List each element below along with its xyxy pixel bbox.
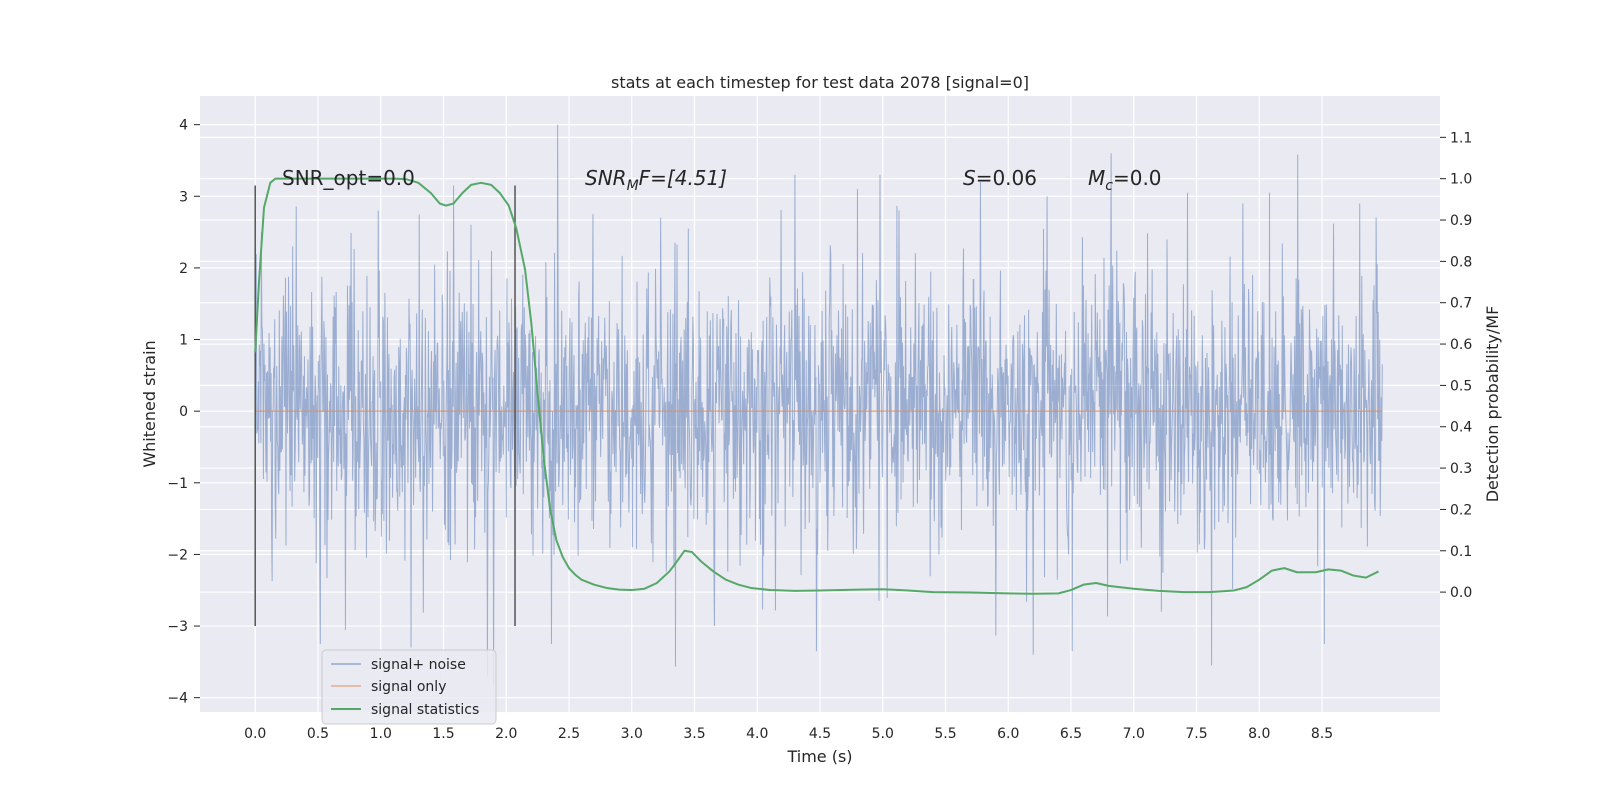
x-tick-label: 5.5 [934, 726, 956, 742]
x-tick-label: 7.0 [1123, 726, 1145, 742]
y2-tick-label: 0.0 [1450, 585, 1472, 601]
y-tick-label: 2 [179, 261, 188, 277]
legend-label-signal-only: signal only [371, 679, 446, 695]
y2-tick-label: 0.7 [1450, 296, 1472, 312]
x-axis-label: Time (s) [786, 747, 852, 766]
y-tick-label: 3 [179, 189, 188, 205]
x-tick-label: 5.0 [872, 726, 894, 742]
y2-tick-label: 1.0 [1450, 172, 1472, 188]
x-tick-label: 6.5 [1060, 726, 1082, 742]
y-tick-label: 1 [179, 333, 188, 349]
legend-frame [321, 649, 497, 725]
y2-tick-label: 0.3 [1450, 461, 1472, 477]
mc-value: =0.0 [1113, 166, 1162, 190]
x-tick-label: 2.0 [495, 726, 517, 742]
y-tick-label: −1 [167, 476, 188, 492]
x-tick-label: 8.0 [1248, 726, 1270, 742]
y2-tick-label: 0.4 [1450, 420, 1472, 436]
x-tick-label: 4.0 [746, 726, 768, 742]
snr-mf-prefix: SNR [585, 166, 627, 190]
snr-mf-subscript: M [627, 178, 639, 194]
x-tick-label: 3.0 [621, 726, 643, 742]
mc-subscript: c [1105, 178, 1113, 194]
vertical-markers [254, 185, 516, 627]
legend-label-noise: signal+ noise [371, 657, 466, 673]
x-axis-ticks: 0.0 0.5 1.0 1.5 2.0 2.5 3.0 3.5 4.0 4.5 5.0 5.5 6.0 6… [244, 726, 1333, 742]
x-tick-label: 6.0 [997, 726, 1019, 742]
statistics-line [254, 177, 1379, 595]
snr-mf-suffix: F=[4.51] [639, 166, 727, 190]
y-tick-label: −3 [167, 619, 188, 635]
annotation-snr-mf: SNRMF=[4.51] [585, 166, 727, 194]
y2-tick-label: 0.9 [1450, 213, 1472, 229]
y-tick-label: 4 [179, 118, 188, 134]
annotation-s: S=0.06 [963, 166, 1037, 190]
y2-tick-label: 0.1 [1450, 544, 1472, 560]
x-tick-label: 7.5 [1185, 726, 1207, 742]
mc-label: M [1088, 166, 1105, 190]
y2-axis-ticks: 0.0 0.1 0.2 0.3 0.4 0.5 0.6 0.7 0.8 0.9 1.0 1.1 [1440, 130, 1472, 601]
x-tick-label: 0.0 [244, 726, 266, 742]
x-tick-label: 1.5 [432, 726, 454, 742]
y2-axis-label: Detection probability/MF [1483, 306, 1502, 503]
annotation-snr-opt: SNR_opt=0.0 [282, 166, 415, 190]
y-tick-label: −2 [167, 547, 188, 563]
s-label: S [963, 166, 976, 190]
annotation-mc: Mc=0.0 [1088, 166, 1162, 194]
statistics-series [254, 177, 1379, 595]
y2-tick-label: 0.8 [1450, 254, 1472, 270]
y-tick-label: 0 [179, 404, 188, 420]
y2-tick-label: 0.6 [1450, 337, 1472, 353]
y2-tick-label: 0.5 [1450, 378, 1472, 394]
y2-tick-label: 1.1 [1450, 130, 1472, 146]
y-axis-ticks: −4 −3 −2 −1 0 1 2 3 4 [167, 118, 200, 707]
x-tick-label: 8.5 [1311, 726, 1333, 742]
noise-line [254, 124, 1383, 687]
y2-tick-label: 0.2 [1450, 502, 1472, 518]
legend: signal+ noise signal only signal statist… [321, 649, 497, 725]
y-axis-label: Whitened strain [140, 340, 159, 467]
x-tick-label: 3.5 [683, 726, 705, 742]
legend-label-statistics: signal statistics [371, 702, 479, 718]
noise-series [254, 124, 1383, 687]
s-value: =0.06 [976, 166, 1037, 190]
x-tick-label: 4.5 [809, 726, 831, 742]
x-tick-label: 0.5 [307, 726, 329, 742]
x-tick-label: 1.0 [370, 726, 392, 742]
chart-title: stats at each timestep for test data 207… [611, 73, 1029, 92]
y-tick-label: −4 [167, 691, 188, 707]
x-tick-label: 2.5 [558, 726, 580, 742]
